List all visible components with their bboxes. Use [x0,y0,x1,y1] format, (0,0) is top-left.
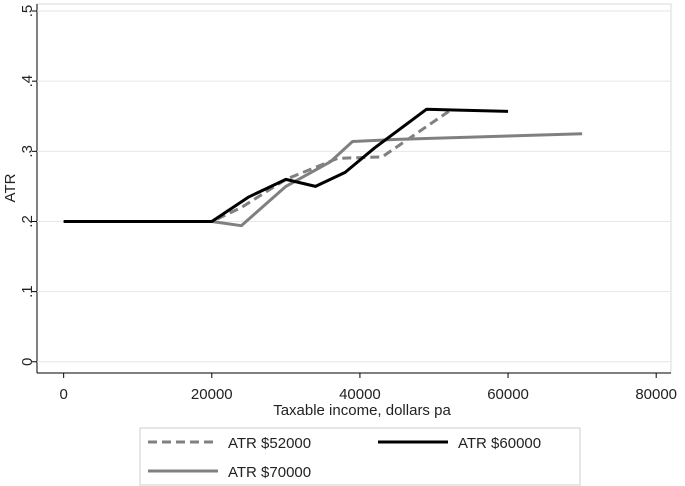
x-tick-label: 40000 [339,386,381,403]
x-tick-label: 20000 [191,386,233,403]
x-tick-label: 80000 [635,386,677,403]
y-tick-label: .1 [19,285,36,298]
y-axis-title: ATR [2,173,19,202]
y-tick-label: .3 [19,145,36,158]
y-tick-label: .4 [19,75,36,88]
x-tick-label: 60000 [487,386,529,403]
legend [139,427,581,486]
y-tick-label: 0 [19,358,36,366]
series-line [63,107,509,223]
legend-label: ATR $52000 [228,435,311,452]
series-line [63,132,583,228]
x-tick-label: 0 [59,386,67,403]
y-tick-label: .2 [19,215,36,228]
legend-label: ATR $60000 [458,435,541,452]
plot-area [36,3,672,374]
x-axis-title: Taxable income, dollars pa [273,402,451,419]
y-tick-label: .5 [19,5,36,18]
legend-label: ATR $70000 [228,464,311,481]
